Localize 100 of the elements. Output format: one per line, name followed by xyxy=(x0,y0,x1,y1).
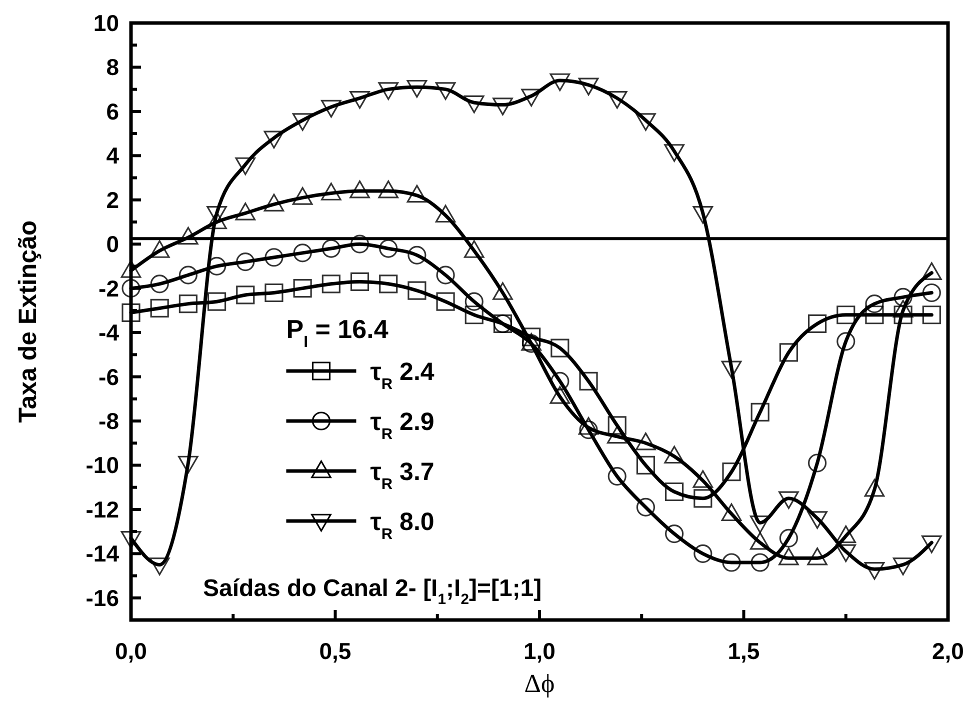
point xyxy=(322,274,340,294)
point xyxy=(665,524,684,544)
point xyxy=(150,274,169,294)
point xyxy=(636,498,656,517)
point xyxy=(922,283,941,302)
point xyxy=(408,281,426,300)
point xyxy=(692,470,714,488)
point xyxy=(836,525,856,544)
point xyxy=(178,266,198,284)
point xyxy=(321,100,342,118)
point xyxy=(406,80,428,98)
y-tick-label: 0 xyxy=(106,231,119,258)
point xyxy=(665,482,684,502)
point xyxy=(894,288,912,306)
y-tick-label: 4 xyxy=(106,142,120,169)
legend-label: τ$_{R}$ 3.7 xyxy=(370,458,434,492)
point xyxy=(578,417,599,435)
point xyxy=(578,78,599,96)
point xyxy=(692,206,714,224)
point xyxy=(408,246,426,264)
point xyxy=(606,426,628,444)
point xyxy=(808,314,827,334)
point xyxy=(750,532,770,550)
point xyxy=(750,553,770,572)
point xyxy=(207,292,226,311)
point xyxy=(664,144,684,162)
point xyxy=(750,402,770,422)
point xyxy=(178,294,198,314)
point xyxy=(236,252,255,272)
x-tick-label: 0,5 xyxy=(319,638,352,664)
y-tick-label: 8 xyxy=(106,54,120,80)
point xyxy=(722,462,741,482)
y-tick-label: 10 xyxy=(93,10,119,36)
y-tick-label: -16 xyxy=(86,584,119,611)
point xyxy=(264,283,284,302)
legend-label: τ$_{R}$ 2.4 xyxy=(370,358,434,392)
point xyxy=(606,91,628,109)
point xyxy=(436,266,455,284)
point xyxy=(379,274,398,294)
point xyxy=(550,338,570,358)
point xyxy=(579,372,598,390)
y-tick-label: -2 xyxy=(98,275,119,302)
point xyxy=(235,157,256,176)
point xyxy=(436,292,455,311)
point xyxy=(808,454,827,472)
point xyxy=(293,279,312,298)
point xyxy=(664,446,684,464)
point xyxy=(779,528,798,548)
point xyxy=(836,332,856,351)
point xyxy=(865,294,884,314)
point xyxy=(522,328,541,346)
point xyxy=(464,306,484,324)
y-axis-title: Taxa de Extinção xyxy=(14,220,42,423)
point xyxy=(636,113,656,131)
x-axis-title: Δϕ xyxy=(524,669,555,698)
point xyxy=(122,303,140,322)
point xyxy=(350,91,370,109)
y-tick-label: -8 xyxy=(98,408,120,434)
point xyxy=(608,416,626,435)
point xyxy=(379,239,398,258)
point xyxy=(807,548,828,566)
y-tick-label: -14 xyxy=(86,540,120,567)
y-tick-label: 2 xyxy=(106,186,119,213)
x-tick-label: 2,0 xyxy=(932,638,964,664)
point xyxy=(236,286,255,304)
point xyxy=(694,489,712,508)
point xyxy=(464,95,484,114)
point xyxy=(779,343,798,362)
annotation: Saídas do Canal 2- [I$_{1}$;I$_{2}$]=[1;1] xyxy=(203,575,542,608)
y-tick-label: -6 xyxy=(98,364,119,390)
point xyxy=(922,306,941,324)
x-tick-label: 1,0 xyxy=(524,638,556,664)
point xyxy=(636,456,656,475)
point xyxy=(694,544,712,563)
x-tick-label: 1,5 xyxy=(728,638,760,664)
legend-label: τ$_{R}$ 2.9 xyxy=(370,408,434,442)
point xyxy=(378,82,399,100)
point xyxy=(264,130,284,149)
point xyxy=(322,239,340,258)
point xyxy=(206,206,227,224)
x-tick-label: 0,0 xyxy=(115,638,147,664)
point xyxy=(435,82,456,100)
point xyxy=(350,234,370,254)
legend-label: τ$_{R}$ 8.0 xyxy=(370,508,434,542)
point xyxy=(550,386,570,404)
point xyxy=(464,292,484,311)
point xyxy=(865,306,884,324)
point xyxy=(894,306,912,324)
point xyxy=(836,306,856,324)
y-tick-label: -10 xyxy=(86,452,119,478)
point xyxy=(492,98,513,116)
point xyxy=(778,548,799,566)
legend-title: P$_{I}$ = 16.4 xyxy=(286,314,389,351)
point xyxy=(864,478,885,497)
point xyxy=(721,503,742,522)
point xyxy=(550,73,570,92)
y-tick-label: -4 xyxy=(98,320,120,346)
point xyxy=(521,88,542,107)
point xyxy=(636,432,656,450)
y-tick-label: -12 xyxy=(86,496,119,522)
